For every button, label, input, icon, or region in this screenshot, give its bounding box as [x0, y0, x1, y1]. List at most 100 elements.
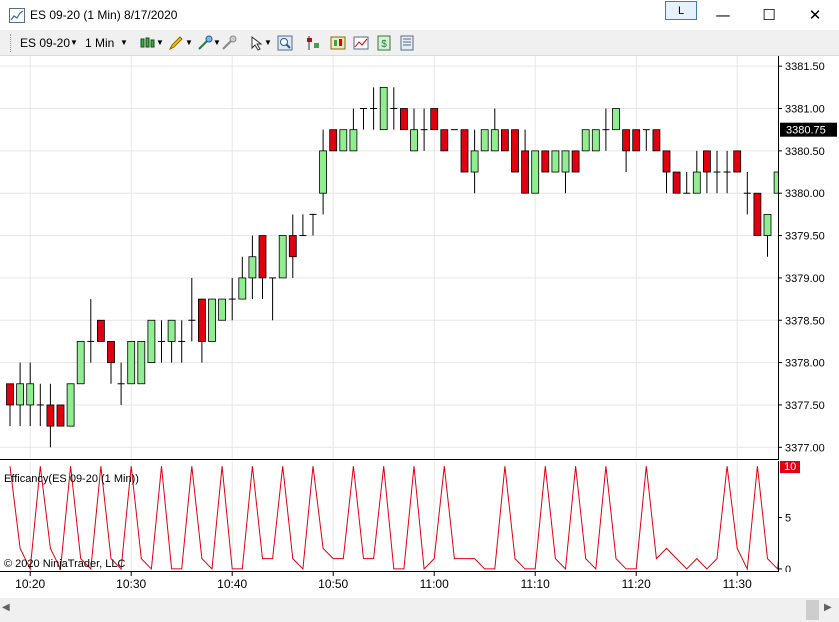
candle-body-down: [571, 150, 580, 173]
last-price-label: 3380.75: [786, 125, 826, 137]
last-price-marker: [780, 122, 837, 137]
chevron-down-icon[interactable]: ▼: [213, 38, 221, 47]
time-tick-label: 10:30: [116, 577, 146, 591]
candle: [158, 320, 165, 363]
chevron-down-icon[interactable]: ▼: [156, 38, 164, 47]
tools-icon[interactable]: [221, 35, 237, 51]
candle: [683, 172, 691, 194]
candle-body-down: [541, 150, 550, 173]
price-tick-label: 3379.50: [785, 231, 825, 243]
app-chart-icon: [9, 8, 25, 23]
interval-selector[interactable]: 1 Min: [85, 36, 115, 50]
candle: [46, 383, 55, 448]
candle: [561, 150, 570, 194]
time-tick-label: 11:20: [622, 577, 651, 591]
price-tick-label: 3381.00: [785, 104, 825, 116]
candle-body-down: [440, 129, 449, 152]
candle-body-down: [733, 150, 742, 173]
candle: [713, 150, 721, 194]
strategies-icon[interactable]: $: [376, 35, 392, 51]
candle-body-up: [208, 298, 216, 342]
pointer-icon[interactable]: [249, 35, 265, 51]
price-tick-label: 3381.50: [785, 61, 825, 73]
candle-body-down: [622, 129, 630, 152]
candle-body-down: [56, 404, 65, 427]
indicator-label: Efficancy(ES 09-20 (1 Min)): [4, 473, 139, 485]
bars-icon[interactable]: [305, 35, 321, 51]
close-button[interactable]: ✕: [808, 6, 822, 24]
chevron-down-icon[interactable]: ▼: [70, 38, 78, 47]
scroll-right-icon[interactable]: ▶: [824, 602, 832, 613]
candle: [178, 320, 186, 363]
zoom-icon[interactable]: [277, 35, 293, 51]
candle: [208, 298, 216, 342]
time-tick-label: 10:20: [15, 577, 45, 591]
maximize-button[interactable]: ☐: [762, 6, 776, 24]
time-axis-bg: [0, 572, 839, 598]
candle: [288, 214, 297, 278]
crosshair-icon[interactable]: [197, 35, 213, 51]
time-tick-label: 11:30: [723, 577, 752, 591]
chart-trader-icon[interactable]: [330, 35, 346, 51]
price-tick-label: 3380.00: [785, 188, 825, 200]
price-tick-label: 3378.00: [785, 358, 825, 370]
indicator-chart[interactable]: [0, 461, 778, 572]
candle: [551, 150, 560, 173]
candle-body-up: [147, 319, 156, 363]
price-tick-label: 3377.50: [785, 400, 825, 412]
chevron-down-icon[interactable]: ▼: [120, 38, 128, 47]
candle: [197, 298, 206, 363]
time-axis[interactable]: 10:20 10:30 10:40 10:50 11:00 11:10 11:20 11:30: [0, 572, 839, 598]
chevron-down-icon[interactable]: ▼: [264, 38, 272, 47]
candle: [622, 129, 630, 173]
candle-body-down: [672, 171, 681, 194]
candle-body-up: [692, 171, 701, 194]
candle: [763, 213, 772, 257]
candle-body-up: [278, 235, 287, 279]
candle-body-up: [561, 150, 570, 173]
candle: [581, 129, 590, 152]
scroll-left-icon[interactable]: ◀: [2, 602, 10, 613]
candle-body-down: [753, 192, 762, 236]
instrument-selector[interactable]: ES 09-20: [20, 36, 71, 50]
price-axis[interactable]: 3381.50 3381.00 3380.50 3380.00 3379.50 3379.…: [778, 56, 839, 460]
properties-icon[interactable]: [399, 35, 415, 51]
indicator-axis[interactable]: 5 0 10: [778, 461, 839, 572]
data-series-icon[interactable]: [353, 35, 369, 51]
indicator-tick-label: 5: [785, 513, 791, 525]
pencil-draw-icon[interactable]: [168, 35, 184, 51]
candle: [612, 108, 620, 131]
chart-style-icon[interactable]: [139, 35, 155, 51]
candle-body-down: [197, 298, 206, 342]
candle: [642, 129, 650, 151]
candle: [743, 172, 751, 215]
candle: [490, 108, 499, 152]
candle-body-up: [591, 129, 600, 152]
price-tick-label: 3379.00: [785, 273, 825, 285]
candle: [773, 171, 778, 194]
candle: [753, 192, 762, 236]
candle: [379, 86, 388, 131]
price-chart[interactable]: [0, 56, 778, 460]
horizontal-scrollbar[interactable]: ◀ ▶: [0, 598, 839, 622]
candle: [662, 150, 671, 194]
candle-body-down: [703, 150, 711, 173]
candle-body-up: [551, 150, 560, 173]
candle-body-up: [16, 383, 25, 406]
scrollbar-thumb[interactable]: [806, 600, 819, 620]
candle: [269, 277, 277, 321]
link-button[interactable]: L: [665, 1, 697, 20]
candle: [319, 129, 328, 215]
candle: [521, 129, 529, 194]
candle-body-up: [127, 341, 136, 385]
candle: [410, 108, 418, 152]
chevron-down-icon[interactable]: ▼: [185, 38, 193, 47]
minimize-button[interactable]: —: [715, 6, 731, 24]
candle-body-up: [137, 341, 146, 385]
candle: [147, 319, 156, 363]
time-tick-label: 10:50: [318, 577, 348, 591]
candle-body-up: [218, 298, 227, 321]
time-tick-label: 10:40: [217, 577, 247, 591]
candle-body-down: [632, 129, 641, 152]
candle: [26, 362, 35, 427]
